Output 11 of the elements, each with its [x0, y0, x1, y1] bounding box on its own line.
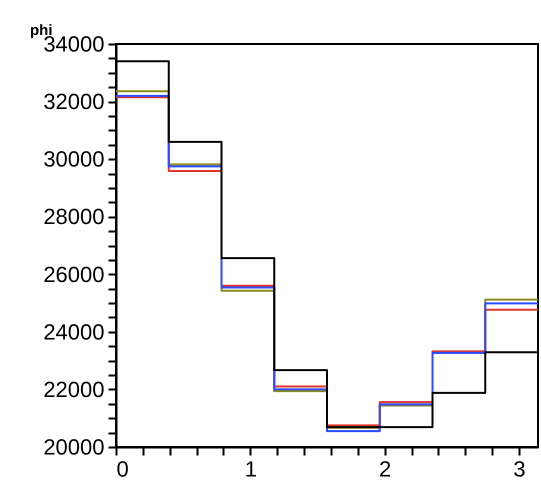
x-tick-label: 0	[116, 456, 129, 482]
y-tick-label: 20000	[43, 434, 104, 460]
y-tick-label: 22000	[43, 376, 104, 402]
x-tick-label: 1	[244, 456, 257, 482]
y-tick-label: 28000	[43, 204, 104, 230]
y-tick-label: 30000	[43, 146, 104, 172]
y-tick-label: 26000	[43, 262, 104, 287]
y-tick-label: 24000	[43, 319, 104, 344]
x-tick-label: 3	[513, 456, 526, 482]
x-tick-label: 2	[379, 456, 392, 482]
y-tick-label: 32000	[43, 89, 104, 114]
